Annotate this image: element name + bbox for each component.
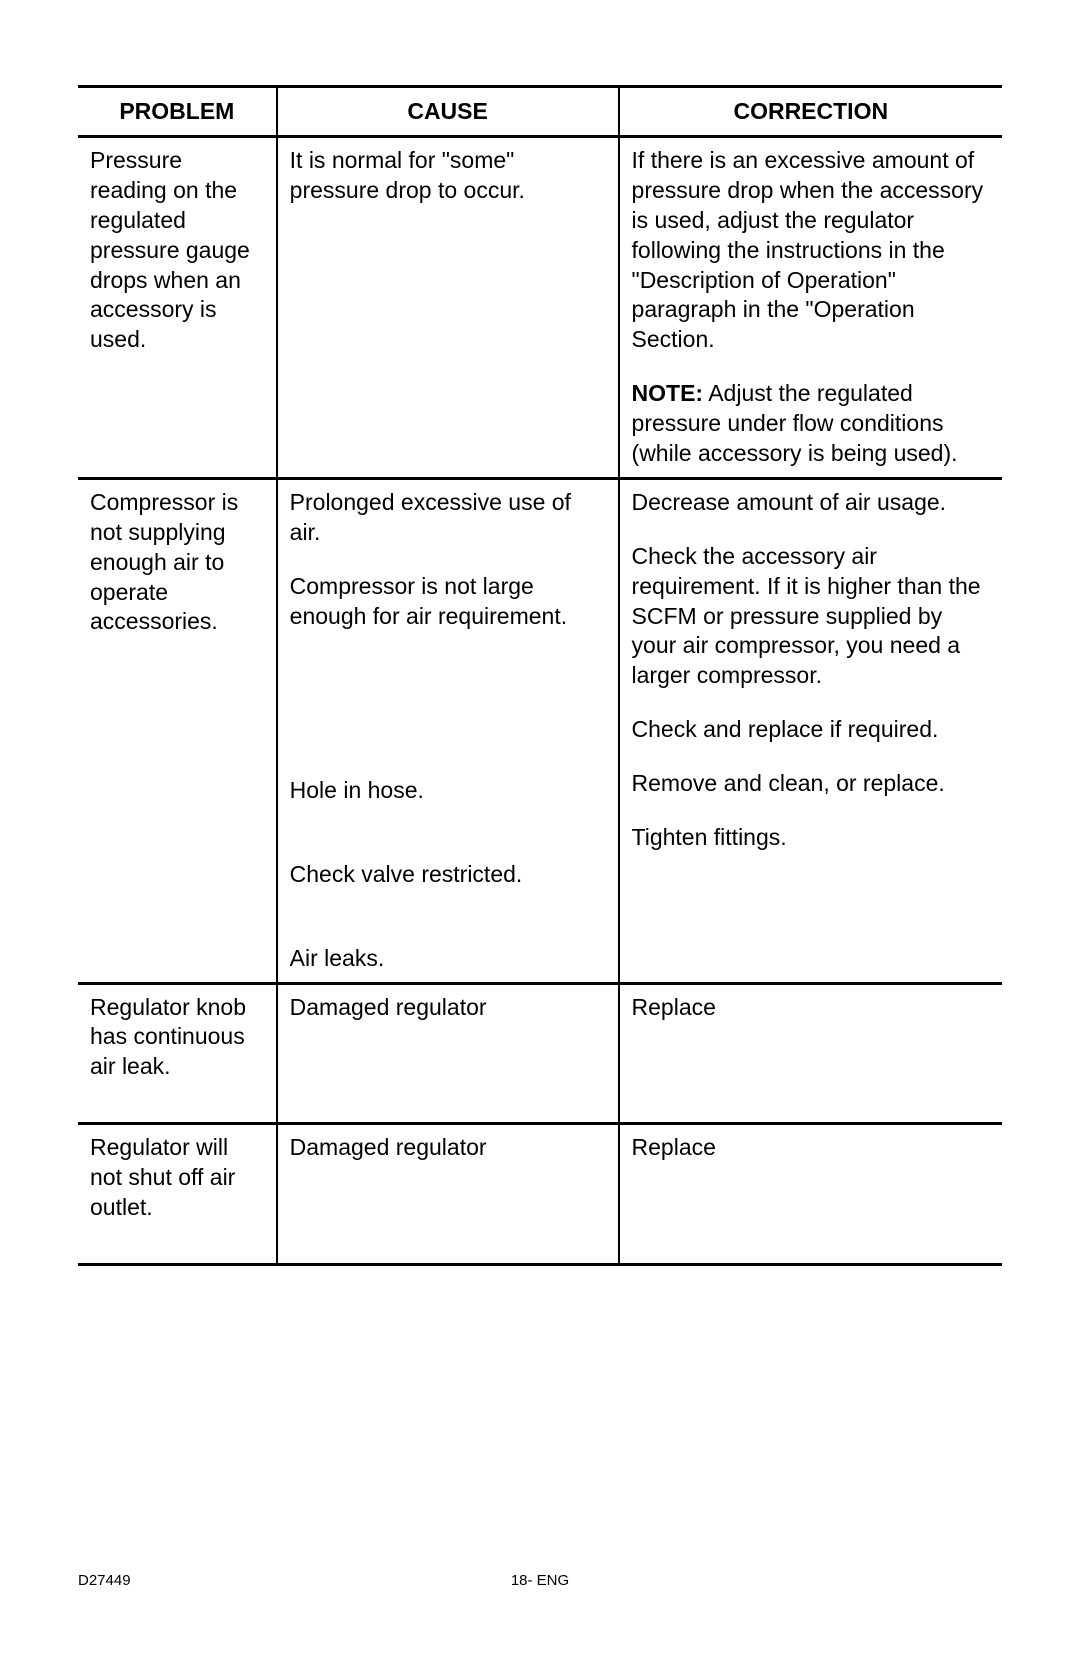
table-row: Pressure reading on the regulated pressu… [78, 137, 1002, 479]
troubleshooting-table: PROBLEM CAUSE CORRECTION Pressure readin… [78, 85, 1002, 1266]
correction-item: Remove and clean, or replace. [632, 769, 990, 799]
cell-problem: Regulator knob has continuous air leak. [78, 983, 277, 1124]
cell-correction: Replace [619, 983, 1002, 1124]
header-problem: PROBLEM [78, 87, 277, 137]
cell-cause: Prolonged excessive use of air. Compress… [277, 478, 619, 983]
cell-correction: If there is an excessive amount of press… [619, 137, 1002, 479]
cause-item: Air leaks. [290, 944, 606, 974]
correction-item: Decrease amount of air usage. [632, 488, 990, 518]
footer-left: D27449 [78, 1572, 131, 1589]
cause-item: Prolonged excessive use of air. [290, 488, 606, 548]
cell-correction: Replace [619, 1124, 1002, 1265]
correction-item: Tighten fittings. [632, 823, 990, 853]
table-row: Regulator will not shut off air outlet. … [78, 1124, 1002, 1265]
cell-problem: Pressure reading on the regulated pressu… [78, 137, 277, 479]
correction-paragraph: If there is an excessive amount of press… [632, 146, 990, 355]
correction-item: Check the accessory air requirement. If … [632, 542, 990, 691]
footer-center: 18- ENG [511, 1572, 569, 1589]
correction-item: Check and replace if required. [632, 715, 990, 745]
cause-item: Compressor is not large enough for air r… [290, 572, 606, 752]
page-content: PROBLEM CAUSE CORRECTION Pressure readin… [0, 0, 1080, 1266]
table-header-row: PROBLEM CAUSE CORRECTION [78, 87, 1002, 137]
cell-problem: Regulator will not shut off air outlet. [78, 1124, 277, 1265]
cell-problem: Compressor is not supplying enough air t… [78, 478, 277, 983]
cell-cause: It is normal for "some" pressure drop to… [277, 137, 619, 479]
cause-item: Hole in hose. [290, 776, 606, 836]
correction-note: NOTE: Adjust the regulated pressure unde… [632, 379, 990, 469]
cell-cause: Damaged regulator [277, 1124, 619, 1265]
table-row: Regulator knob has continuous air leak. … [78, 983, 1002, 1124]
cause-item: Check valve restricted. [290, 860, 606, 920]
cell-cause: Damaged regulator [277, 983, 619, 1124]
header-correction: CORRECTION [619, 87, 1002, 137]
note-label: NOTE: [632, 380, 704, 406]
cell-correction: Decrease amount of air usage. Check the … [619, 478, 1002, 983]
header-cause: CAUSE [277, 87, 619, 137]
table-row: Compressor is not supplying enough air t… [78, 478, 1002, 983]
page-footer: D27449 18- ENG [78, 1572, 1002, 1589]
